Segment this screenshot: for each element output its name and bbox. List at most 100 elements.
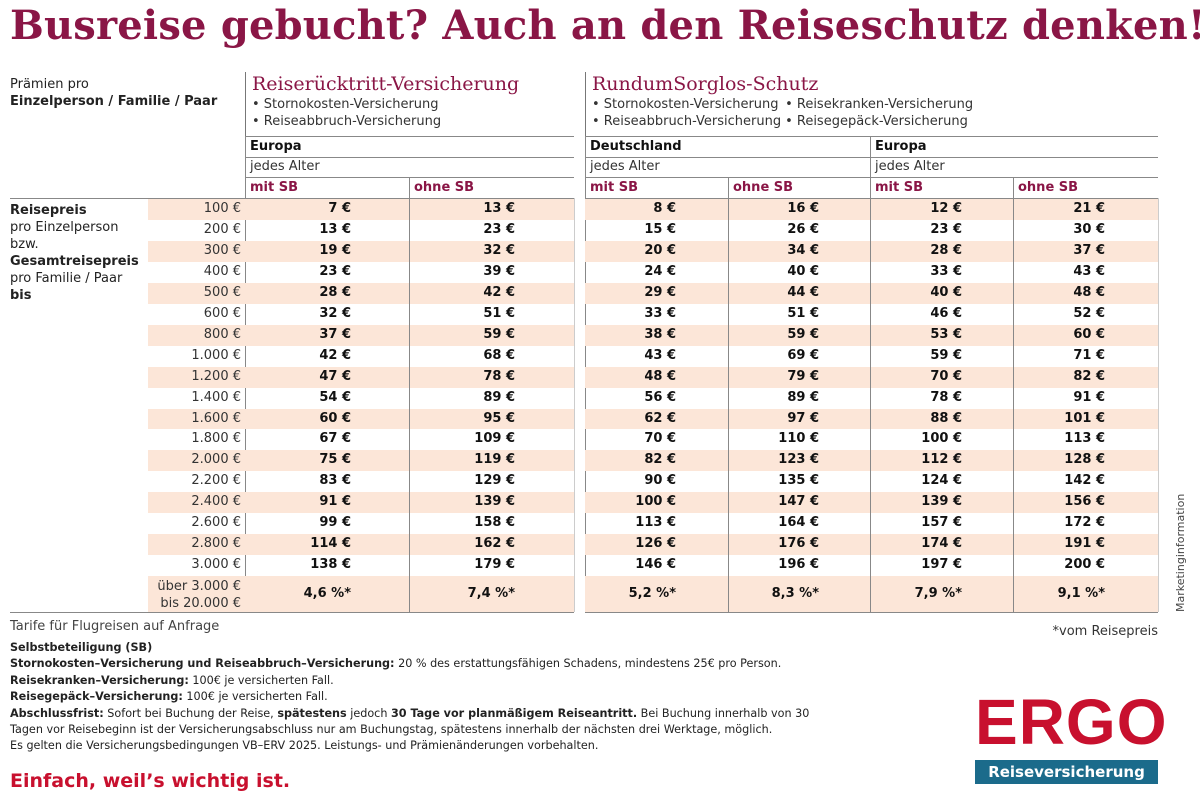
row-background: [148, 324, 574, 346]
premium-cell: 59 €: [483, 326, 515, 342]
premium-cell: 32 €: [483, 242, 515, 258]
premium-cell: 100 €: [921, 431, 962, 447]
reisepreis-cell: 2.600 €: [191, 515, 241, 531]
reisepreis-cell: 2.400 €: [191, 494, 241, 510]
divider: [585, 198, 1158, 199]
kranken-line: Reisekranken–Versicherung: 100€ je versi…: [10, 673, 334, 687]
premium-cell: 13 €: [319, 221, 351, 237]
premium-cell: 138 €: [310, 557, 351, 573]
side-note: Marketinginformation: [1174, 493, 1187, 612]
premium-cell: 40 €: [787, 263, 819, 279]
premium-cell: 142 €: [1064, 473, 1105, 489]
reisepreis-cell: 100 €: [203, 201, 241, 216]
premium-cell: 164 €: [778, 515, 819, 531]
premium-cell: 112 €: [921, 452, 962, 468]
premium-cell: 110 €: [778, 431, 819, 447]
reisepreis-cell: 400 €: [203, 263, 241, 279]
premium-cell: 59 €: [787, 326, 819, 342]
premium-cell: 48 €: [644, 368, 676, 384]
divider: [728, 177, 729, 612]
colhead-ohne-sb: ohne SB: [1018, 180, 1079, 195]
section-rundum-header: RundumSorglos-Schutz • Stornokosten-Vers…: [585, 72, 1159, 136]
premium-cell: 43 €: [644, 347, 676, 363]
premium-cell: 89 €: [483, 389, 515, 405]
divider: [870, 177, 871, 612]
divider: [585, 612, 1158, 613]
divider: [585, 136, 1158, 137]
divider: [585, 157, 1158, 158]
frist-line: Abschlussfrist: Sofort bei Buchung der R…: [10, 706, 810, 737]
premium-cell: 7 €: [328, 201, 351, 216]
premium-cell: 196 €: [778, 557, 819, 573]
ergo-logo-word: ERGO: [975, 686, 1168, 758]
premium-cell: 56 €: [644, 389, 676, 405]
premium-cell: 109 €: [474, 431, 515, 447]
premium-cell: 82 €: [644, 452, 676, 468]
divider: [585, 177, 1158, 178]
premium-cell: 29 €: [644, 284, 676, 300]
premium-cell: 23 €: [483, 221, 515, 237]
row-background: [148, 576, 574, 612]
premium-cell: 46 €: [930, 305, 962, 321]
ergo-logo-sub: Reiseversicherung: [975, 760, 1158, 784]
conditions-block: Selbstbeteiligung (SB) Stornokosten–Vers…: [10, 640, 830, 755]
premium-cell: 70 €: [930, 368, 962, 384]
premium-cell: 60 €: [1073, 326, 1105, 342]
premium-cell: 54 €: [319, 389, 351, 405]
premium-cell: 40 €: [930, 284, 962, 300]
premium-cell: 146 €: [635, 557, 676, 573]
reisepreis-cell: 1.400 €: [191, 389, 241, 405]
bullet-stornokosten: • Stornokosten-Versicherung: [592, 97, 779, 112]
premium-cell: 200 €: [1064, 557, 1105, 573]
row-background: [148, 366, 574, 388]
row-background: [148, 282, 574, 304]
percent-cell: 9,1 %*: [1057, 586, 1105, 602]
premium-cell: 28 €: [319, 284, 351, 300]
premium-cell: 60 €: [319, 410, 351, 426]
colhead-mit-sb: mit SB: [250, 180, 299, 195]
premium-cell: 70 €: [644, 431, 676, 447]
premium-cell: 75 €: [319, 452, 351, 468]
reisepreis-cell: 2.800 €: [191, 536, 241, 552]
row-background: [585, 576, 1158, 612]
premium-cell: 28 €: [930, 242, 962, 258]
premium-cell: 135 €: [778, 473, 819, 489]
premium-cell: 91 €: [319, 494, 351, 510]
reisepreis-cell: 800 €: [203, 326, 241, 342]
age-jedes-alter: jedes Alter: [875, 159, 945, 174]
reisepreis-cell: 1.200 €: [191, 368, 241, 384]
premium-cell: 8 €: [653, 201, 676, 216]
reisepreis-cell: 2.000 €: [191, 452, 241, 468]
premium-cell: 101 €: [1064, 410, 1105, 426]
reisepreis-cell: 2.200 €: [191, 473, 241, 489]
bullet-reiseabbruch: • Reiseabbruch-Versicherung: [592, 114, 782, 129]
region-deutschland: Deutschland: [590, 139, 682, 154]
percent-cell: 8,3 %*: [771, 586, 819, 602]
premium-cell: 124 €: [921, 473, 962, 489]
premium-cell: 83 €: [319, 473, 351, 489]
premium-cell: 69 €: [787, 347, 819, 363]
divider: [1158, 198, 1159, 612]
premium-cell: 128 €: [1064, 452, 1105, 468]
premium-cell: 157 €: [921, 515, 962, 531]
storno-line: Stornokosten–Versicherung und Reiseabbru…: [10, 657, 782, 671]
premium-cell: 100 €: [635, 494, 676, 510]
premium-cell: 48 €: [1073, 284, 1105, 300]
bedingungen-line: Es gelten die Versicherungsbedingungen V…: [10, 739, 599, 753]
colhead-ohne-sb: ohne SB: [733, 180, 794, 195]
price-line: bis 20.000 €: [160, 596, 241, 612]
premium-cell: 33 €: [930, 263, 962, 279]
premium-cell: 82 €: [1073, 368, 1105, 384]
premium-cell: 197 €: [921, 557, 962, 573]
premium-cell: 113 €: [635, 515, 676, 531]
divider: [574, 198, 575, 612]
premium-cell: 139 €: [921, 494, 962, 510]
premium-cell: 123 €: [778, 452, 819, 468]
premium-cell: 95 €: [483, 410, 515, 426]
premium-cell: 79 €: [787, 368, 819, 384]
premium-cell: 39 €: [483, 263, 515, 279]
row-background: [148, 240, 574, 262]
premium-cell: 129 €: [474, 473, 515, 489]
reisepreis-cell: 1.000 €: [191, 347, 241, 363]
bullet-reisekranken: • Reisekranken-Versicherung: [785, 97, 974, 112]
